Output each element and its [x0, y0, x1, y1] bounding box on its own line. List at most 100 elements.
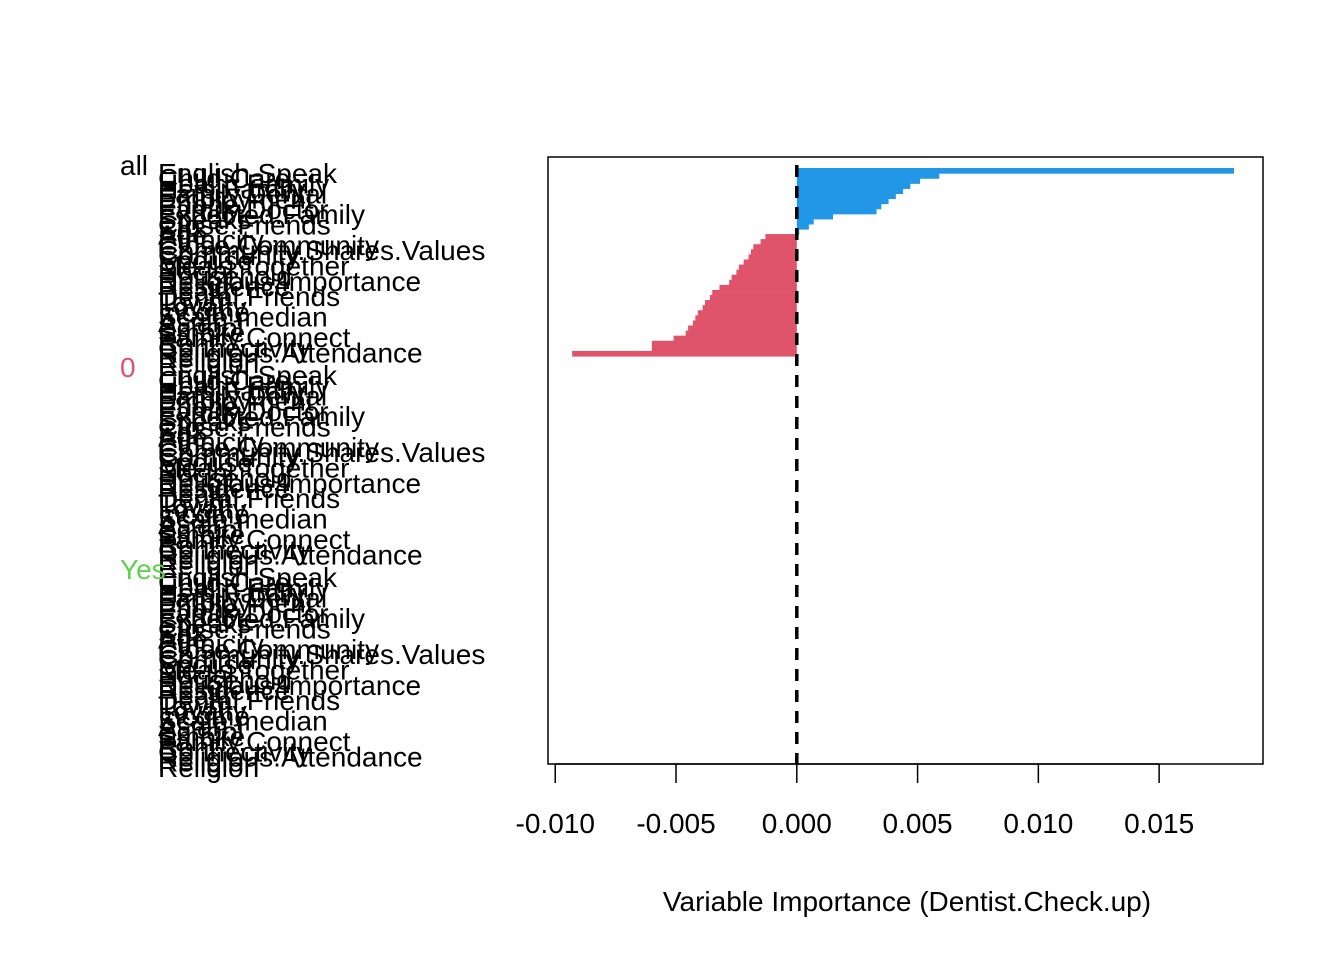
x-tick-label: 0.015 — [1124, 808, 1194, 839]
bar-religious-importance — [731, 274, 797, 281]
variable-label: Close.Friends — [158, 209, 331, 240]
variable-label: Social — [158, 255, 234, 286]
x-tick-label: 0.000 — [762, 808, 832, 839]
group-label-all: all — [120, 150, 148, 181]
variable-label: Expected.Family — [158, 199, 365, 230]
variable-label: Town — [158, 690, 223, 721]
variable-label: Close.Friends — [158, 411, 331, 442]
variable-label: Sex — [158, 214, 206, 245]
variable-label: Age — [158, 624, 208, 655]
bar-community — [750, 249, 797, 255]
variable-label: Religious.Attendance — [158, 742, 423, 773]
variable-label: English.Speak — [158, 158, 338, 189]
x-tick-label: 0.005 — [883, 808, 953, 839]
variable-label: Rent — [158, 327, 217, 358]
bar-social — [738, 264, 797, 271]
variable-label: Religious.Attendance — [158, 540, 423, 571]
variable-label: Social — [158, 659, 234, 690]
bar-residence — [729, 279, 797, 286]
bar-sex — [796, 223, 809, 230]
variable-label: Phone — [158, 593, 239, 624]
variable-label: Family.Connect — [158, 726, 351, 757]
variable-label: Dental.Friends — [158, 483, 340, 514]
variable-label: Family.Connect — [158, 524, 351, 555]
variable-label: Family.Connect — [158, 322, 351, 353]
bar-asian — [695, 315, 797, 322]
variable-label: Rent — [158, 529, 217, 560]
variable-label: English.Speak — [158, 562, 338, 593]
variable-label: Social — [158, 457, 234, 488]
variable-label: Employment — [158, 184, 314, 215]
variable-label: Spouse — [158, 649, 253, 680]
bar-family-dental — [796, 188, 904, 195]
bar-religious-attendance — [651, 345, 797, 352]
variable-label: Religious.Importance — [158, 670, 421, 701]
variable-label: Community — [158, 240, 300, 271]
variable-label: Community.Shares.Values — [158, 235, 485, 266]
variable-label: Loyalty — [158, 291, 247, 322]
variable-label: Dental.Friends — [158, 281, 340, 312]
variable-label: Health.Family — [158, 168, 329, 199]
variable-label: Phone — [158, 189, 239, 220]
variable-label: Religion — [158, 550, 259, 581]
variable-label: Loyalty — [158, 695, 247, 726]
bars — [572, 168, 1235, 357]
variable-label: Asian — [158, 711, 228, 742]
variable-label: Residence — [158, 675, 290, 706]
variable-label: Family.Dental — [158, 179, 327, 210]
variable-label: Help.Family — [158, 375, 306, 406]
group-label-zero: 0 — [120, 352, 136, 383]
variable-label: Sex — [158, 416, 206, 447]
bar-dental-friends — [712, 289, 797, 296]
variable-label: Household — [158, 261, 292, 292]
variable-label: Religion — [158, 752, 259, 783]
bar-expected-family — [796, 208, 877, 215]
variable-label: Religious.Importance — [158, 468, 421, 499]
variable-label: Spouse — [158, 447, 253, 478]
bar-ethnicity — [765, 234, 797, 240]
bar-scale-median — [697, 310, 797, 316]
bar-family-connect — [685, 330, 797, 337]
variable-label: Employment — [158, 588, 314, 619]
variable-label: Child.Care — [158, 567, 290, 598]
bar-smoke — [688, 325, 797, 332]
variable-label: Residence — [158, 473, 290, 504]
variable-label: English.Speak — [158, 360, 338, 391]
plot-area-border — [547, 156, 1264, 765]
variable-label: Smoke — [158, 721, 245, 752]
variable-label: Connectivity — [158, 534, 311, 565]
variable-label: School — [158, 514, 244, 545]
variable-label: Income — [158, 297, 250, 328]
variable-label: Community — [158, 644, 300, 675]
bar-child-care — [796, 173, 940, 179]
x-tick-label: -0.010 — [516, 808, 595, 839]
bar-connectivity — [651, 340, 797, 347]
variable-label: Household — [158, 665, 292, 696]
x-tick-label: -0.005 — [636, 808, 715, 839]
variable-label: Health.Family — [158, 572, 329, 603]
variable-label: Ethnicity — [158, 225, 264, 256]
variable-label: Ethnicity — [158, 629, 264, 660]
bar-family-doctor — [796, 203, 882, 210]
variable-label: School — [158, 312, 244, 343]
variable-label: Spouse — [158, 245, 253, 276]
variable-label: Family.Dental — [158, 381, 327, 412]
variable-label: Help.Family — [158, 577, 306, 608]
variable-label: Health — [158, 478, 239, 509]
bar-health — [719, 284, 797, 291]
x-axis: -0.010 -0.005 0.000 0.005 0.010 0.015 — [516, 763, 1194, 839]
variable-label: Child.Care — [158, 163, 290, 194]
variable-label: Income — [158, 701, 250, 732]
group-label-yes: Yes — [120, 554, 166, 585]
variable-label: Close.Friends — [158, 613, 331, 644]
variable-label: Ethnicity — [158, 427, 264, 458]
variable-label: Speaks — [158, 608, 251, 639]
bar-spouse — [748, 254, 797, 261]
variable-label: Scale.median — [158, 302, 328, 333]
variable-label: Loyalty — [158, 493, 247, 524]
variable-label: Asian — [158, 307, 228, 338]
variable-label: Household — [158, 463, 292, 494]
bar-school — [692, 320, 797, 327]
bar-speaks — [796, 213, 834, 220]
variable-label: Age — [158, 422, 208, 453]
